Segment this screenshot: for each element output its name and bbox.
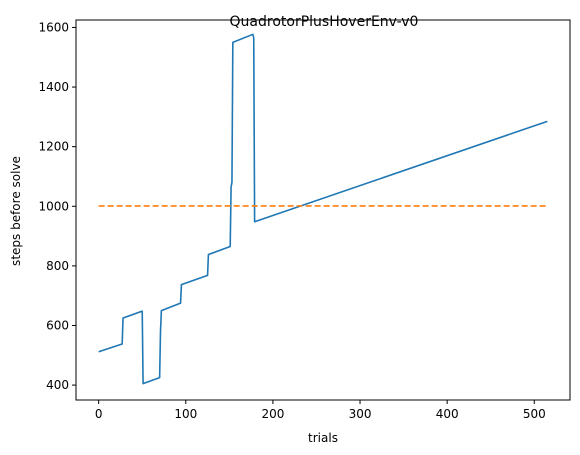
y-tick-label: 1400 (38, 80, 69, 94)
x-tick-label: 300 (349, 407, 372, 421)
x-tick-label: 0 (95, 407, 103, 421)
x-tick-label: 400 (436, 407, 459, 421)
y-tick-label: 600 (46, 318, 69, 332)
x-axis-ticks: 0 100 200 300 400 500 (95, 400, 546, 421)
plot-area (75, 19, 571, 401)
y-tick-label: 1000 (38, 199, 69, 213)
x-tick-label: 100 (174, 407, 197, 421)
axes-frame (75, 19, 571, 401)
chart-title: QuadrotorPlusHoverEnv-v0 (230, 14, 419, 30)
y-tick-label: 1200 (38, 140, 69, 154)
y-tick-label: 800 (46, 259, 69, 273)
series-line-1 (98, 33, 548, 385)
y-tick-label: 400 (46, 378, 69, 392)
y-axis-ticks: 400 600 800 1000 1200 1400 1600 (38, 20, 76, 392)
x-tick-label: 500 (523, 407, 546, 421)
x-tick-label: 200 (261, 407, 284, 421)
series-layer (98, 33, 548, 385)
y-tick-label: 1600 (38, 20, 69, 34)
y-axis-label: steps before solve (9, 156, 23, 266)
x-axis-label: trials (308, 431, 338, 445)
